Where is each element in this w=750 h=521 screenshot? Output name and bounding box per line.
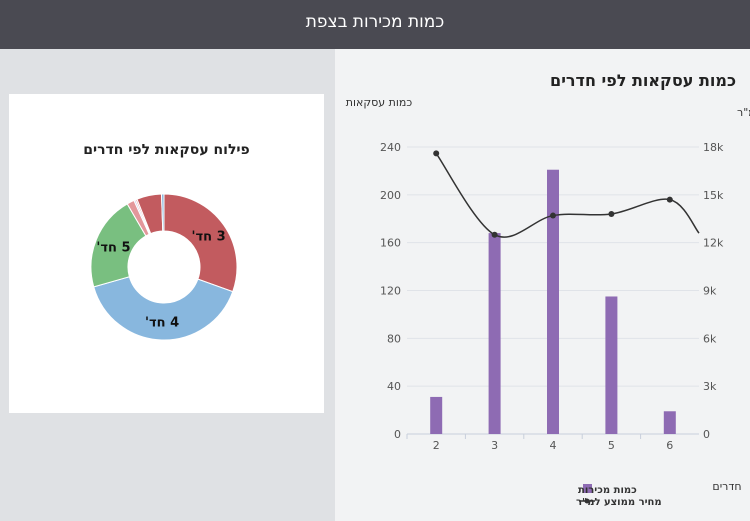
left-tick-label: 40 [387, 380, 401, 393]
bar [663, 411, 676, 434]
right-tick-label: 0 [703, 428, 710, 441]
legend-line-label: מחיר ממוצע למ"ר [576, 497, 662, 508]
price-point [491, 231, 498, 238]
donut-slice [160, 193, 165, 232]
price-point [608, 210, 615, 217]
x-tick-label: 6 [666, 439, 673, 452]
combo-chart: כמות עסקאותמחיר ממוצע למ"רחדרים040801201… [346, 96, 750, 508]
left-tick-label: 80 [387, 332, 401, 345]
left-tick-label: 0 [394, 428, 401, 441]
right-tick-label: 3k [703, 380, 717, 393]
chart-panel: כמות עסקאות לפי חדרים כמות עסקאות מחיר ממ… [335, 49, 750, 521]
x-tick-label: 2 [433, 439, 440, 452]
legend-bar-swatch [583, 484, 592, 493]
page-header: כמות מכירות בצפת [0, 0, 750, 49]
donut-title: פילוח עסקאות לפי חדרים [83, 142, 250, 158]
right-tick-label: 9k [703, 285, 717, 298]
donut-panel: פילוח עסקאות לפי חדרים 3 חד' 4 חד' 5 חד' [0, 49, 335, 521]
donut-slice [163, 193, 238, 293]
left-tick-label: 160 [380, 237, 401, 250]
price-point [433, 150, 440, 157]
x-tick-label: 4 [550, 439, 557, 452]
price-point [550, 212, 556, 219]
right-axis-title: מחיר ממוצע למ"ר [737, 106, 750, 119]
right-tick-label: 12k [703, 237, 724, 250]
bar [547, 169, 559, 434]
x-tick-label: 5 [608, 439, 615, 452]
page-title: כמות מכירות בצפת [305, 12, 445, 32]
right-tick-label: 18k [703, 141, 724, 154]
bar [605, 296, 618, 434]
x-tick-label: 3 [491, 439, 498, 452]
donut-chart: 3 חד' 4 חד' 5 חד' [90, 193, 238, 341]
left-tick-label: 240 [380, 141, 401, 154]
left-axis-title: כמות עסקאות [346, 96, 413, 109]
bar [488, 233, 501, 434]
left-tick-label: 200 [380, 189, 401, 202]
legend-bar-label: כמות מכירות [578, 485, 637, 496]
donut-slice [93, 276, 234, 341]
bar [430, 396, 443, 434]
legend-line-marker [584, 498, 590, 504]
left-tick-label: 120 [380, 285, 401, 298]
price-point [666, 196, 673, 203]
donut-slice-label: 3 חד' [191, 230, 225, 245]
right-tick-label: 6k [703, 332, 717, 345]
donut-card: פילוח עסקאות לפי חדרים 3 חד' 4 חד' 5 חד' [9, 94, 324, 413]
right-tick-label: 15k [703, 189, 724, 202]
chart-title: כמות עסקאות לפי חדרים [550, 71, 736, 90]
x-axis-title: חדרים [712, 480, 741, 493]
donut-slice-label: 4 חד' [145, 315, 179, 330]
donut-slice-label: 5 חד' [96, 241, 130, 256]
